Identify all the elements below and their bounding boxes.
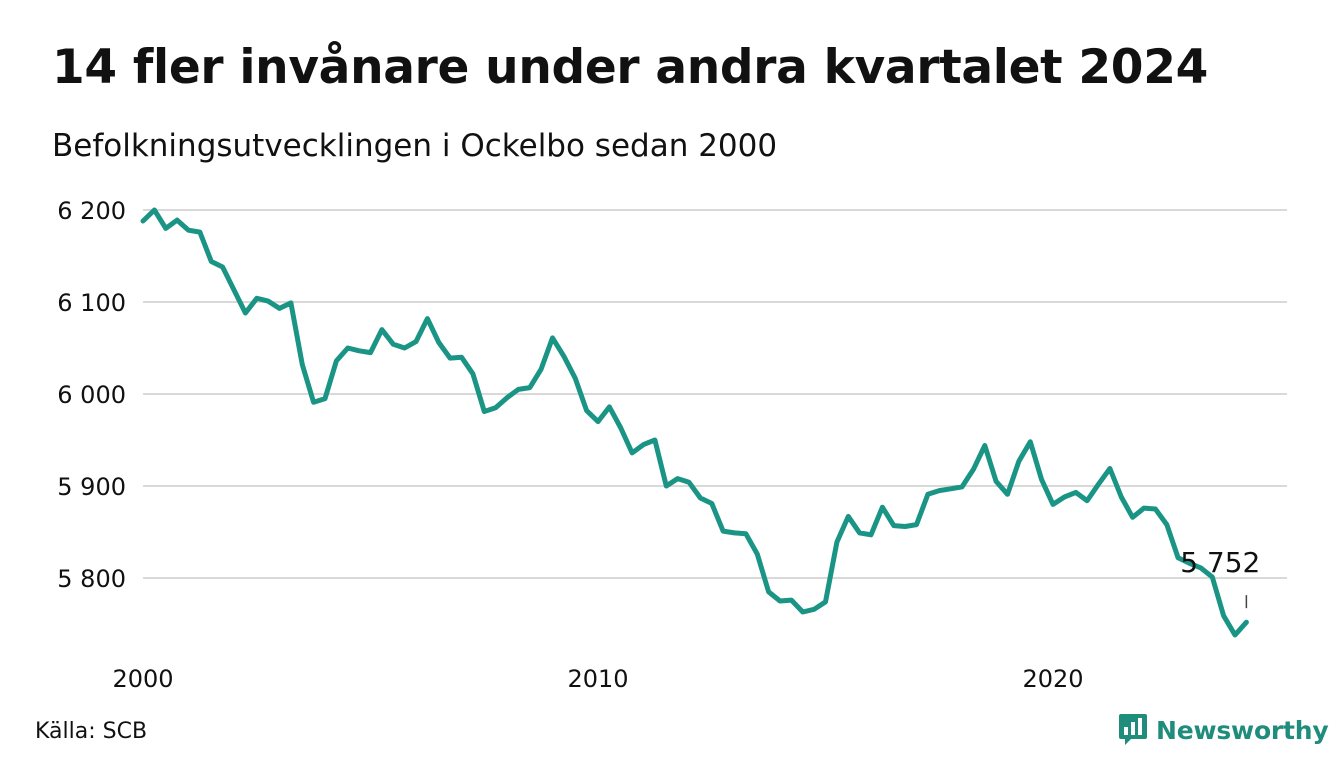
newsworthy-chart-logo-icon	[1119, 714, 1147, 745]
y-tick-label: 6 200	[57, 197, 126, 225]
population-series-line	[140, 207, 1249, 638]
x-axis-tick-labels: 2000 2010 2020	[112, 665, 1083, 693]
y-tick-label: 6 100	[57, 289, 126, 317]
y-tick-label: 6 000	[57, 381, 126, 409]
x-tick-label: 2010	[567, 665, 628, 693]
brand-name: Newsworthy	[1156, 715, 1329, 745]
series-layer	[140, 207, 1249, 638]
y-axis-tick-labels: 5 800 5 900 6 000 6 100 6 200	[57, 197, 126, 593]
y-tick-label: 5 800	[57, 565, 126, 593]
end-value-label: 5 752	[1180, 546, 1260, 579]
chart-title: 14 fler invånare under andra kvartalet 2…	[52, 40, 1209, 95]
line-chart: 5 800 5 900 6 000 6 100 6 200 2000 2010 2020 5…	[57, 197, 1287, 693]
end-label-layer: 5 752	[1180, 546, 1260, 609]
x-tick-label: 2000	[112, 665, 173, 693]
y-tick-label: 5 900	[57, 473, 126, 501]
chart-subtitle: Befolkningsutvecklingen i Ockelbo sedan …	[52, 128, 778, 164]
x-tick-label: 2020	[1022, 665, 1083, 693]
gridlines	[143, 209, 1287, 579]
brand-logo[interactable]: Newsworthy	[1118, 712, 1329, 748]
source-note: Källa: SCB	[35, 719, 148, 744]
